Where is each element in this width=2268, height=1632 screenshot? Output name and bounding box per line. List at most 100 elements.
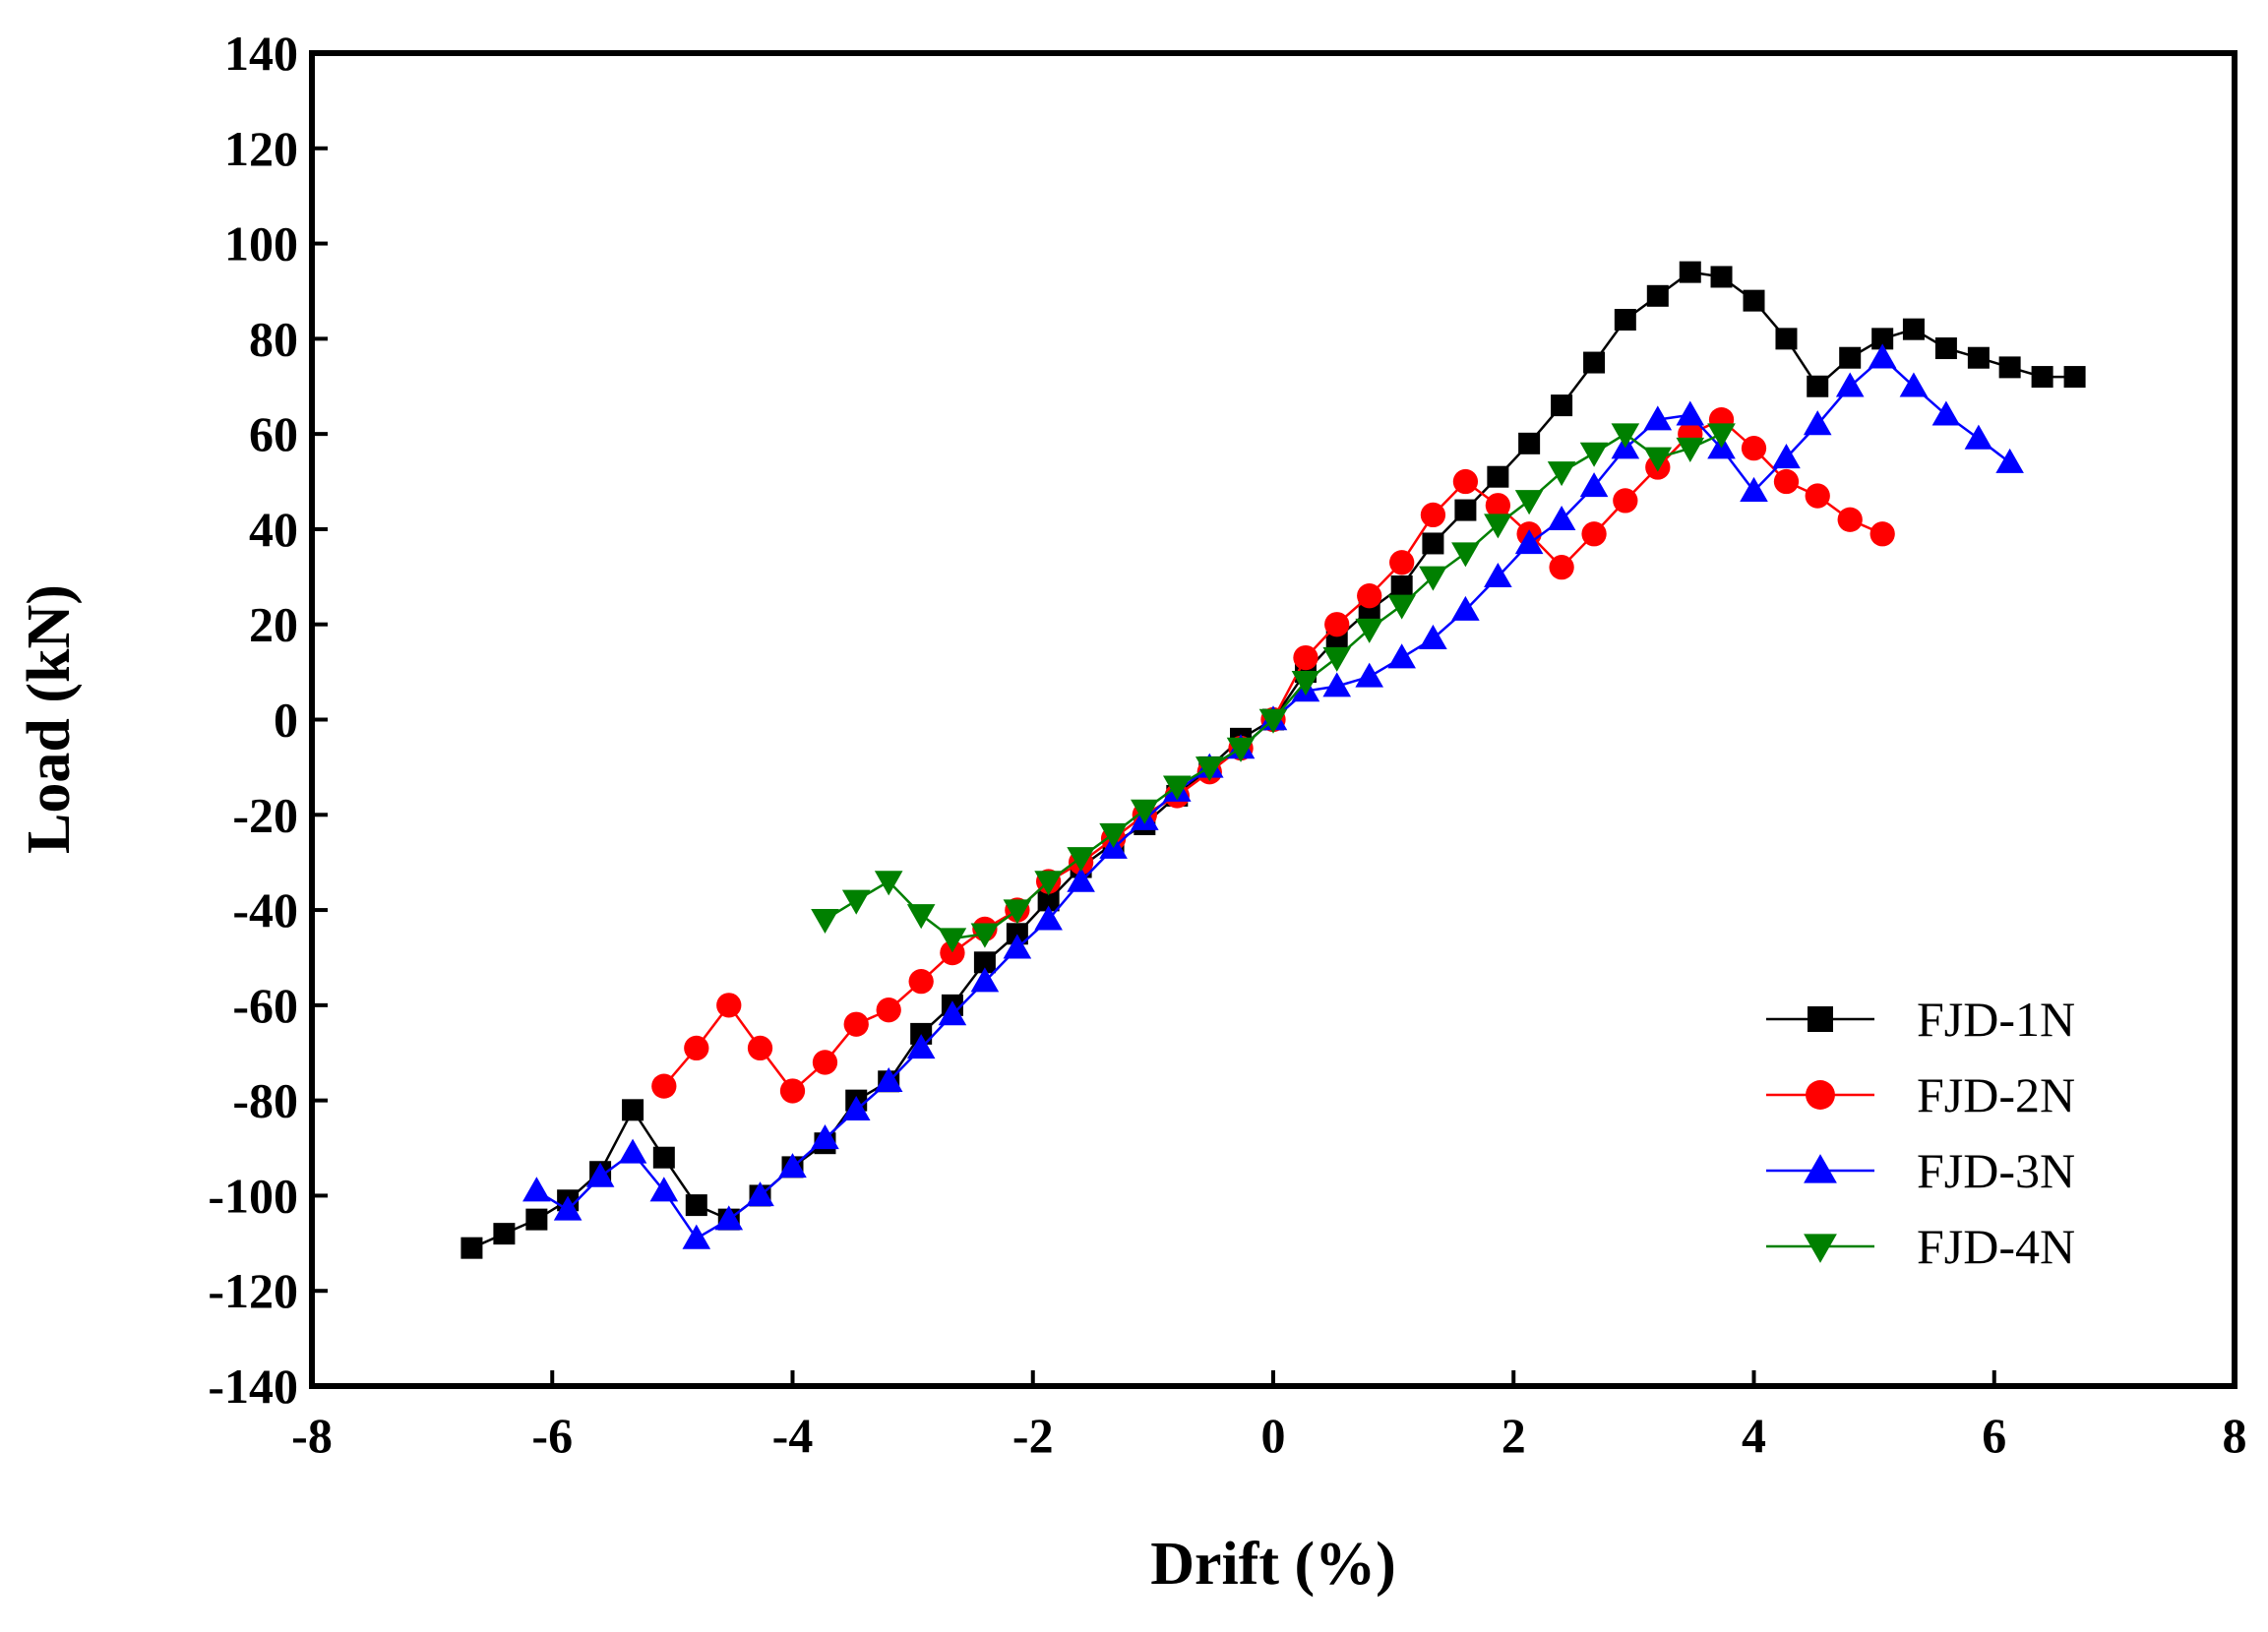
data-point	[908, 969, 934, 995]
data-point	[1420, 502, 1446, 528]
data-point	[973, 951, 996, 974]
legend-label: FJD-4N	[1917, 1219, 2075, 1274]
y-tick-label: 0	[274, 693, 298, 748]
data-point	[1451, 542, 1480, 568]
y-tick-label: -20	[232, 787, 298, 842]
data-point	[906, 1034, 936, 1059]
data-point	[1931, 400, 1961, 426]
data-point	[1934, 337, 1957, 360]
data-point	[1518, 432, 1541, 454]
data-point	[1422, 532, 1444, 555]
legend-label: FJD-1N	[1917, 992, 2075, 1047]
data-point	[1899, 372, 1929, 397]
plot-area	[460, 261, 2086, 1259]
legend-marker	[1808, 1006, 1833, 1032]
data-point	[1547, 505, 1576, 530]
data-point	[525, 1208, 548, 1231]
data-point	[1613, 488, 1638, 514]
x-tick-label: 8	[2223, 1408, 2247, 1463]
data-point	[1839, 346, 1862, 369]
data-point	[522, 1177, 551, 1202]
data-point	[747, 1035, 773, 1061]
data-point	[1390, 575, 1413, 597]
x-tick-label: 2	[1502, 1408, 1526, 1463]
data-point	[1163, 775, 1192, 801]
data-point	[1805, 483, 1830, 509]
data-point	[938, 1000, 967, 1026]
y-tick-label: 80	[249, 311, 298, 366]
data-point	[906, 904, 936, 930]
legend-entry: FJD-1N	[1766, 992, 2075, 1047]
data-point	[1067, 847, 1095, 873]
data-point	[622, 1099, 644, 1121]
data-point	[778, 1153, 807, 1179]
x-tick-label: 6	[1982, 1408, 2006, 1463]
data-point	[1131, 799, 1159, 824]
data-point	[1389, 550, 1415, 575]
data-point	[651, 1073, 677, 1099]
data-point	[1583, 351, 1606, 374]
data-point	[1322, 646, 1352, 672]
data-point	[1871, 328, 1894, 350]
y-axis-title: Load (kN)	[16, 584, 83, 854]
data-point	[649, 1177, 679, 1202]
data-point	[585, 1162, 615, 1187]
x-tick-label: 4	[1742, 1408, 1766, 1463]
data-point	[1646, 284, 1669, 307]
data-point	[1355, 618, 1383, 643]
data-point	[1355, 662, 1383, 688]
data-point	[685, 1194, 707, 1217]
data-point	[1743, 289, 1765, 312]
data-point	[652, 1146, 675, 1169]
y-tick-label: 100	[224, 216, 298, 272]
data-point	[553, 1195, 582, 1221]
data-point	[876, 997, 901, 1023]
legend-marker	[1804, 1234, 1837, 1263]
data-point	[1034, 871, 1063, 896]
y-tick-label: -100	[208, 1168, 298, 1223]
data-point	[1775, 328, 1798, 350]
series-FJD-4N	[811, 423, 1736, 953]
series-FJD-3N	[522, 343, 2024, 1249]
data-point	[1226, 737, 1256, 762]
legend: FJD-1N FJD-2N FJD-3N FJD-4N	[1766, 992, 2075, 1274]
legend-label: FJD-2N	[1917, 1067, 2075, 1122]
data-point	[1099, 822, 1128, 848]
data-point	[970, 967, 1000, 993]
data-point	[1837, 507, 1863, 532]
data-point	[1419, 566, 1447, 591]
data-point	[1772, 444, 1801, 469]
data-point	[1485, 493, 1511, 518]
y-tick-label: -60	[232, 978, 298, 1033]
data-point	[1387, 594, 1416, 620]
data-point	[1614, 309, 1636, 331]
data-point	[1579, 442, 1609, 467]
legend-marker	[1806, 1080, 1835, 1110]
data-point	[716, 993, 742, 1018]
data-point	[938, 928, 967, 953]
data-point	[841, 889, 871, 915]
data-point	[1357, 583, 1382, 609]
data-point	[1451, 595, 1480, 621]
data-point	[1870, 521, 1895, 547]
data-point	[460, 1237, 483, 1259]
data-point	[1003, 934, 1032, 959]
data-point	[1676, 400, 1705, 426]
y-axis: -140 -120 -100 -80 -60 -40 -20 0 20 40 60 80 100 120 1…	[208, 26, 328, 1414]
y-tick-label: 140	[224, 26, 298, 81]
data-point	[1707, 423, 1736, 449]
data-point	[493, 1223, 516, 1245]
data-point	[1740, 476, 1768, 502]
data-point	[940, 939, 965, 966]
data-point	[1551, 394, 1573, 417]
data-point	[746, 1181, 774, 1207]
data-point	[1034, 905, 1063, 931]
y-tick-label: -40	[232, 882, 298, 937]
y-tick-label: 120	[224, 121, 298, 176]
data-point	[1581, 521, 1607, 547]
y-tick-label: 20	[249, 597, 298, 652]
x-axis: -8 -6 -4 -2 0 2 4 6 8	[291, 1370, 2247, 1463]
x-tick-label: 0	[1261, 1408, 1286, 1463]
data-point	[1803, 410, 1832, 436]
